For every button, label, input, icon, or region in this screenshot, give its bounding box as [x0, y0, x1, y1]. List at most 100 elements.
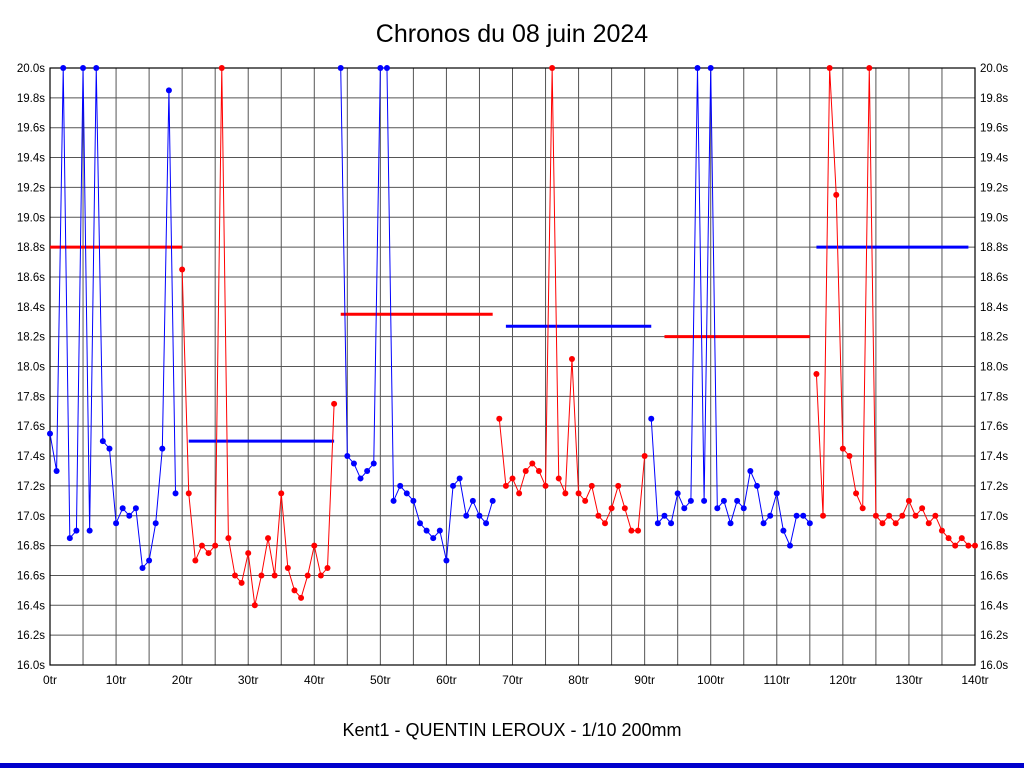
data-point	[159, 445, 166, 452]
y-axis-tick-label-left: 19.8s	[17, 93, 45, 105]
x-axis-tick-label: 30tr	[238, 673, 259, 687]
data-point	[450, 482, 457, 489]
data-point	[483, 520, 490, 527]
data-point	[119, 505, 126, 512]
data-point	[93, 65, 100, 71]
data-point	[278, 490, 285, 497]
y-axis-tick-label-right: 19.8s	[980, 93, 1008, 105]
data-point	[925, 520, 932, 527]
y-axis-tick-label-right: 19.6s	[980, 123, 1008, 135]
y-axis-tick-label-right: 20.0s	[980, 63, 1008, 75]
y-axis-tick-label-right: 18.8s	[980, 242, 1008, 254]
y-axis-tick-label-right: 16.4s	[980, 600, 1008, 612]
data-point	[185, 490, 192, 497]
data-point	[681, 505, 688, 512]
data-point	[251, 602, 258, 609]
x-axis-tick-label: 110tr	[764, 673, 790, 687]
data-point	[648, 415, 655, 422]
data-point	[337, 65, 344, 71]
data-point	[734, 497, 741, 504]
data-point	[687, 497, 694, 504]
y-axis-tick-label-left: 18.2s	[17, 332, 45, 344]
data-point	[80, 65, 87, 71]
chart-subtitle: Kent1 - QUENTIN LEROUX - 1/10 200mm	[342, 720, 682, 740]
data-point	[271, 572, 278, 579]
y-axis-tick-label-left: 19.4s	[17, 153, 45, 165]
data-point	[192, 557, 199, 564]
data-point	[463, 512, 470, 519]
x-axis-tick-label: 20tr	[172, 673, 193, 687]
data-point	[397, 482, 404, 489]
x-axis-tick-label: 120tr	[829, 673, 856, 687]
data-point	[284, 564, 291, 571]
y-axis-tick-label-right: 16.8s	[980, 541, 1008, 553]
y-axis-tick-label-left: 16.2s	[17, 630, 45, 642]
data-point	[760, 520, 767, 527]
data-point	[106, 445, 113, 452]
data-point	[635, 527, 642, 534]
data-point	[509, 475, 516, 482]
data-point	[291, 587, 298, 594]
data-point	[73, 527, 80, 534]
y-axis-tick-label-right: 19.4s	[980, 153, 1008, 165]
y-axis-tick-label-right: 17.0s	[980, 511, 1008, 523]
data-point	[225, 535, 232, 542]
y-axis-tick-label-right: 17.2s	[980, 481, 1008, 493]
data-point	[205, 550, 212, 557]
data-point	[747, 467, 754, 474]
data-point	[212, 542, 219, 549]
data-point	[304, 572, 311, 579]
data-point	[410, 497, 417, 504]
data-point	[53, 467, 60, 474]
data-point	[542, 482, 549, 489]
data-point	[152, 520, 159, 527]
data-point	[258, 572, 265, 579]
data-point	[469, 497, 476, 504]
data-point	[938, 527, 945, 534]
y-axis-tick-label-left: 19.2s	[17, 182, 45, 194]
data-point	[800, 512, 807, 519]
data-point	[654, 520, 661, 527]
data-point	[740, 505, 747, 512]
data-point	[357, 475, 364, 482]
plot-border	[49, 67, 976, 666]
data-point	[377, 65, 384, 71]
data-point	[932, 512, 939, 519]
y-axis-tick-label-left: 20.0s	[17, 63, 45, 75]
y-axis-tick-label-left: 17.4s	[17, 451, 45, 463]
data-point	[232, 572, 238, 579]
data-point	[165, 87, 172, 94]
data-point	[905, 497, 912, 504]
y-axis-tick-label-left: 18.6s	[17, 272, 45, 284]
y-axis-tick-label-right: 17.8s	[980, 391, 1008, 403]
y-axis-tick-label-left: 17.6s	[17, 421, 45, 433]
data-point	[443, 557, 450, 564]
y-axis-tick-label-right: 16.6s	[980, 570, 1008, 582]
series-line	[498, 67, 646, 532]
x-axis-tick-label: 70tr	[502, 673, 523, 687]
x-axis-tick-label: 40tr	[304, 673, 325, 687]
data-point	[298, 594, 305, 601]
data-point	[238, 579, 245, 586]
data-point	[714, 505, 721, 512]
data-point	[945, 535, 952, 542]
y-axis-tick-label-right: 16.0s	[980, 660, 1008, 672]
data-point	[727, 520, 734, 527]
y-axis-tick-label-right: 19.0s	[980, 212, 1008, 224]
data-point	[661, 512, 668, 519]
y-axis-tick-label-right: 18.4s	[980, 302, 1008, 314]
data-point	[146, 557, 153, 564]
data-point	[476, 512, 483, 519]
data-point	[549, 65, 556, 71]
data-point	[555, 475, 562, 482]
x-axis-tick-label: 80tr	[568, 673, 589, 687]
data-point	[423, 527, 430, 534]
data-point	[403, 490, 410, 497]
x-axis-tick-label: 130tr	[895, 673, 922, 687]
x-axis-tick-label: 10tr	[106, 673, 127, 687]
data-point	[364, 467, 371, 474]
data-point	[859, 505, 866, 512]
data-point	[720, 497, 727, 504]
